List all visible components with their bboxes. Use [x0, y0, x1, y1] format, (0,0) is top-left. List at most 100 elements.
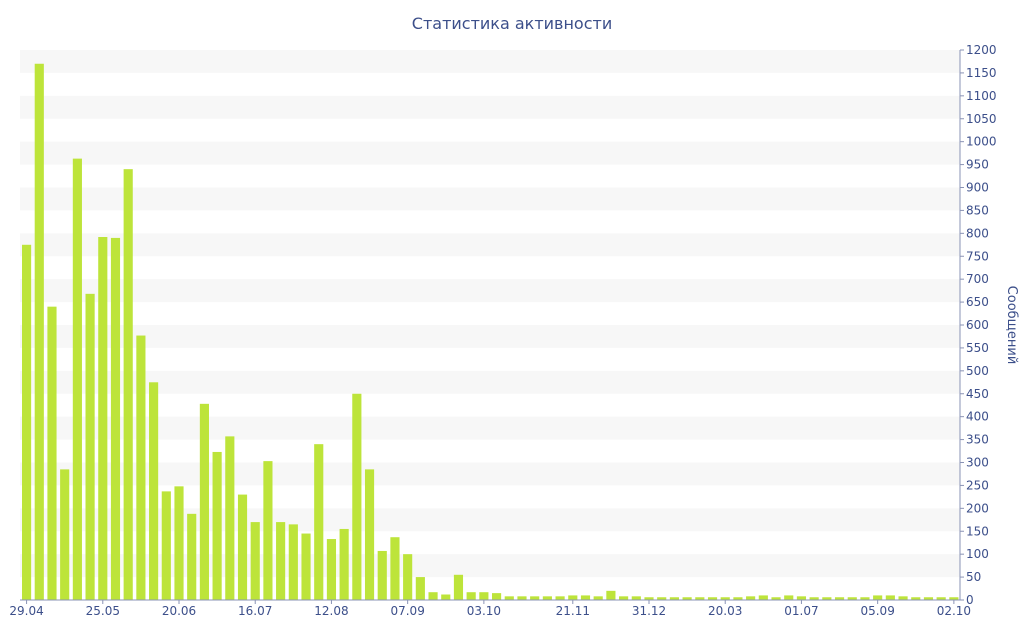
bar: [72, 158, 82, 600]
bar: [288, 524, 298, 600]
bar: [390, 537, 400, 600]
bar: [250, 522, 260, 600]
bar: [530, 596, 540, 600]
bar: [834, 597, 845, 600]
x-tick-label: 29.04: [9, 604, 43, 618]
bar: [911, 597, 921, 600]
bar: [746, 596, 756, 600]
bar: [199, 403, 209, 600]
bar: [517, 596, 527, 600]
y-tick-label: 150: [966, 524, 989, 538]
bar: [809, 597, 819, 600]
bar: [542, 596, 552, 600]
grid-stripe: [20, 325, 960, 348]
bar: [22, 244, 32, 600]
bar: [187, 513, 197, 600]
bar: [212, 451, 222, 600]
grid-stripe: [20, 370, 960, 394]
bar: [364, 469, 375, 600]
bar: [110, 237, 121, 600]
bar: [314, 444, 324, 600]
bar: [161, 491, 171, 600]
bar: [479, 592, 489, 600]
y-tick-label: 0: [966, 593, 974, 607]
bar: [669, 597, 679, 600]
bar: [657, 597, 667, 600]
bar: [568, 595, 578, 600]
bar: [47, 306, 57, 600]
x-tick-label: 31.12: [632, 604, 666, 618]
y-tick-label: 1050: [966, 112, 997, 126]
x-tick-label: 25.05: [86, 604, 120, 618]
y-axis-title: Сообщений: [1004, 286, 1019, 365]
bar: [504, 596, 514, 600]
bar: [237, 494, 248, 600]
bar: [415, 577, 425, 600]
bars: [22, 63, 959, 600]
bar: [98, 237, 108, 600]
x-tick-label: 07.09: [390, 604, 424, 618]
x-tick-label: 02.10: [937, 604, 971, 618]
y-tick-label: 1150: [966, 66, 997, 80]
bar: [149, 382, 159, 600]
bar: [949, 597, 959, 600]
y-tick-label: 100: [966, 547, 989, 561]
bar: [428, 592, 438, 600]
x-tick-label: 16.07: [238, 604, 272, 618]
y-tick-label: 350: [966, 433, 989, 447]
chart-title: Статистика активности: [411, 14, 613, 33]
bar: [758, 595, 768, 600]
y-axis-ticks: 0 50 100 150 200 250 300 350 400 450 500 550 600 650 7…: [960, 43, 997, 607]
bar: [695, 597, 705, 600]
y-tick-label: 200: [966, 501, 989, 515]
x-tick-label: 20.06: [162, 604, 196, 618]
bar: [733, 597, 743, 600]
x-tick-label: 12.08: [314, 604, 348, 618]
x-tick-label: 03.10: [467, 604, 501, 618]
y-tick-label: 450: [966, 387, 989, 401]
bar: [682, 597, 692, 600]
bar: [466, 592, 476, 600]
grid-stripe: [20, 187, 960, 211]
bar: [923, 597, 934, 600]
y-tick-label: 550: [966, 341, 989, 355]
bar: [606, 590, 616, 600]
bar: [301, 533, 311, 600]
x-tick-label: 20.03: [708, 604, 742, 618]
grid-stripe: [20, 233, 960, 257]
bar: [60, 469, 70, 600]
bar: [936, 597, 946, 600]
bar: [123, 169, 133, 600]
bar: [860, 597, 870, 600]
x-tick-label: 21.11: [556, 604, 590, 618]
bar: [885, 595, 895, 600]
bar: [492, 593, 502, 600]
y-tick-label: 300: [966, 456, 989, 470]
bar: [85, 293, 95, 600]
y-tick-label: 400: [966, 410, 989, 424]
bar: [707, 597, 718, 600]
y-tick-label: 1100: [966, 89, 997, 103]
bar: [796, 596, 807, 600]
bar: [136, 335, 146, 600]
bar: [619, 596, 629, 600]
bar: [631, 596, 641, 600]
y-tick-label: 800: [966, 226, 989, 240]
grid-stripe: [20, 416, 960, 440]
y-tick-label: 600: [966, 318, 989, 332]
bar: [34, 63, 44, 600]
bar: [263, 461, 273, 600]
y-tick-label: 250: [966, 478, 989, 492]
bar: [276, 522, 286, 600]
bar: [555, 596, 565, 600]
bar: [377, 550, 387, 600]
y-tick-label: 700: [966, 272, 989, 286]
grid-stripe: [20, 95, 960, 119]
y-tick-label: 1200: [966, 43, 997, 57]
bar: [822, 597, 832, 600]
bar: [644, 597, 654, 600]
grid-stripe: [20, 462, 960, 486]
y-tick-label: 750: [966, 249, 989, 263]
